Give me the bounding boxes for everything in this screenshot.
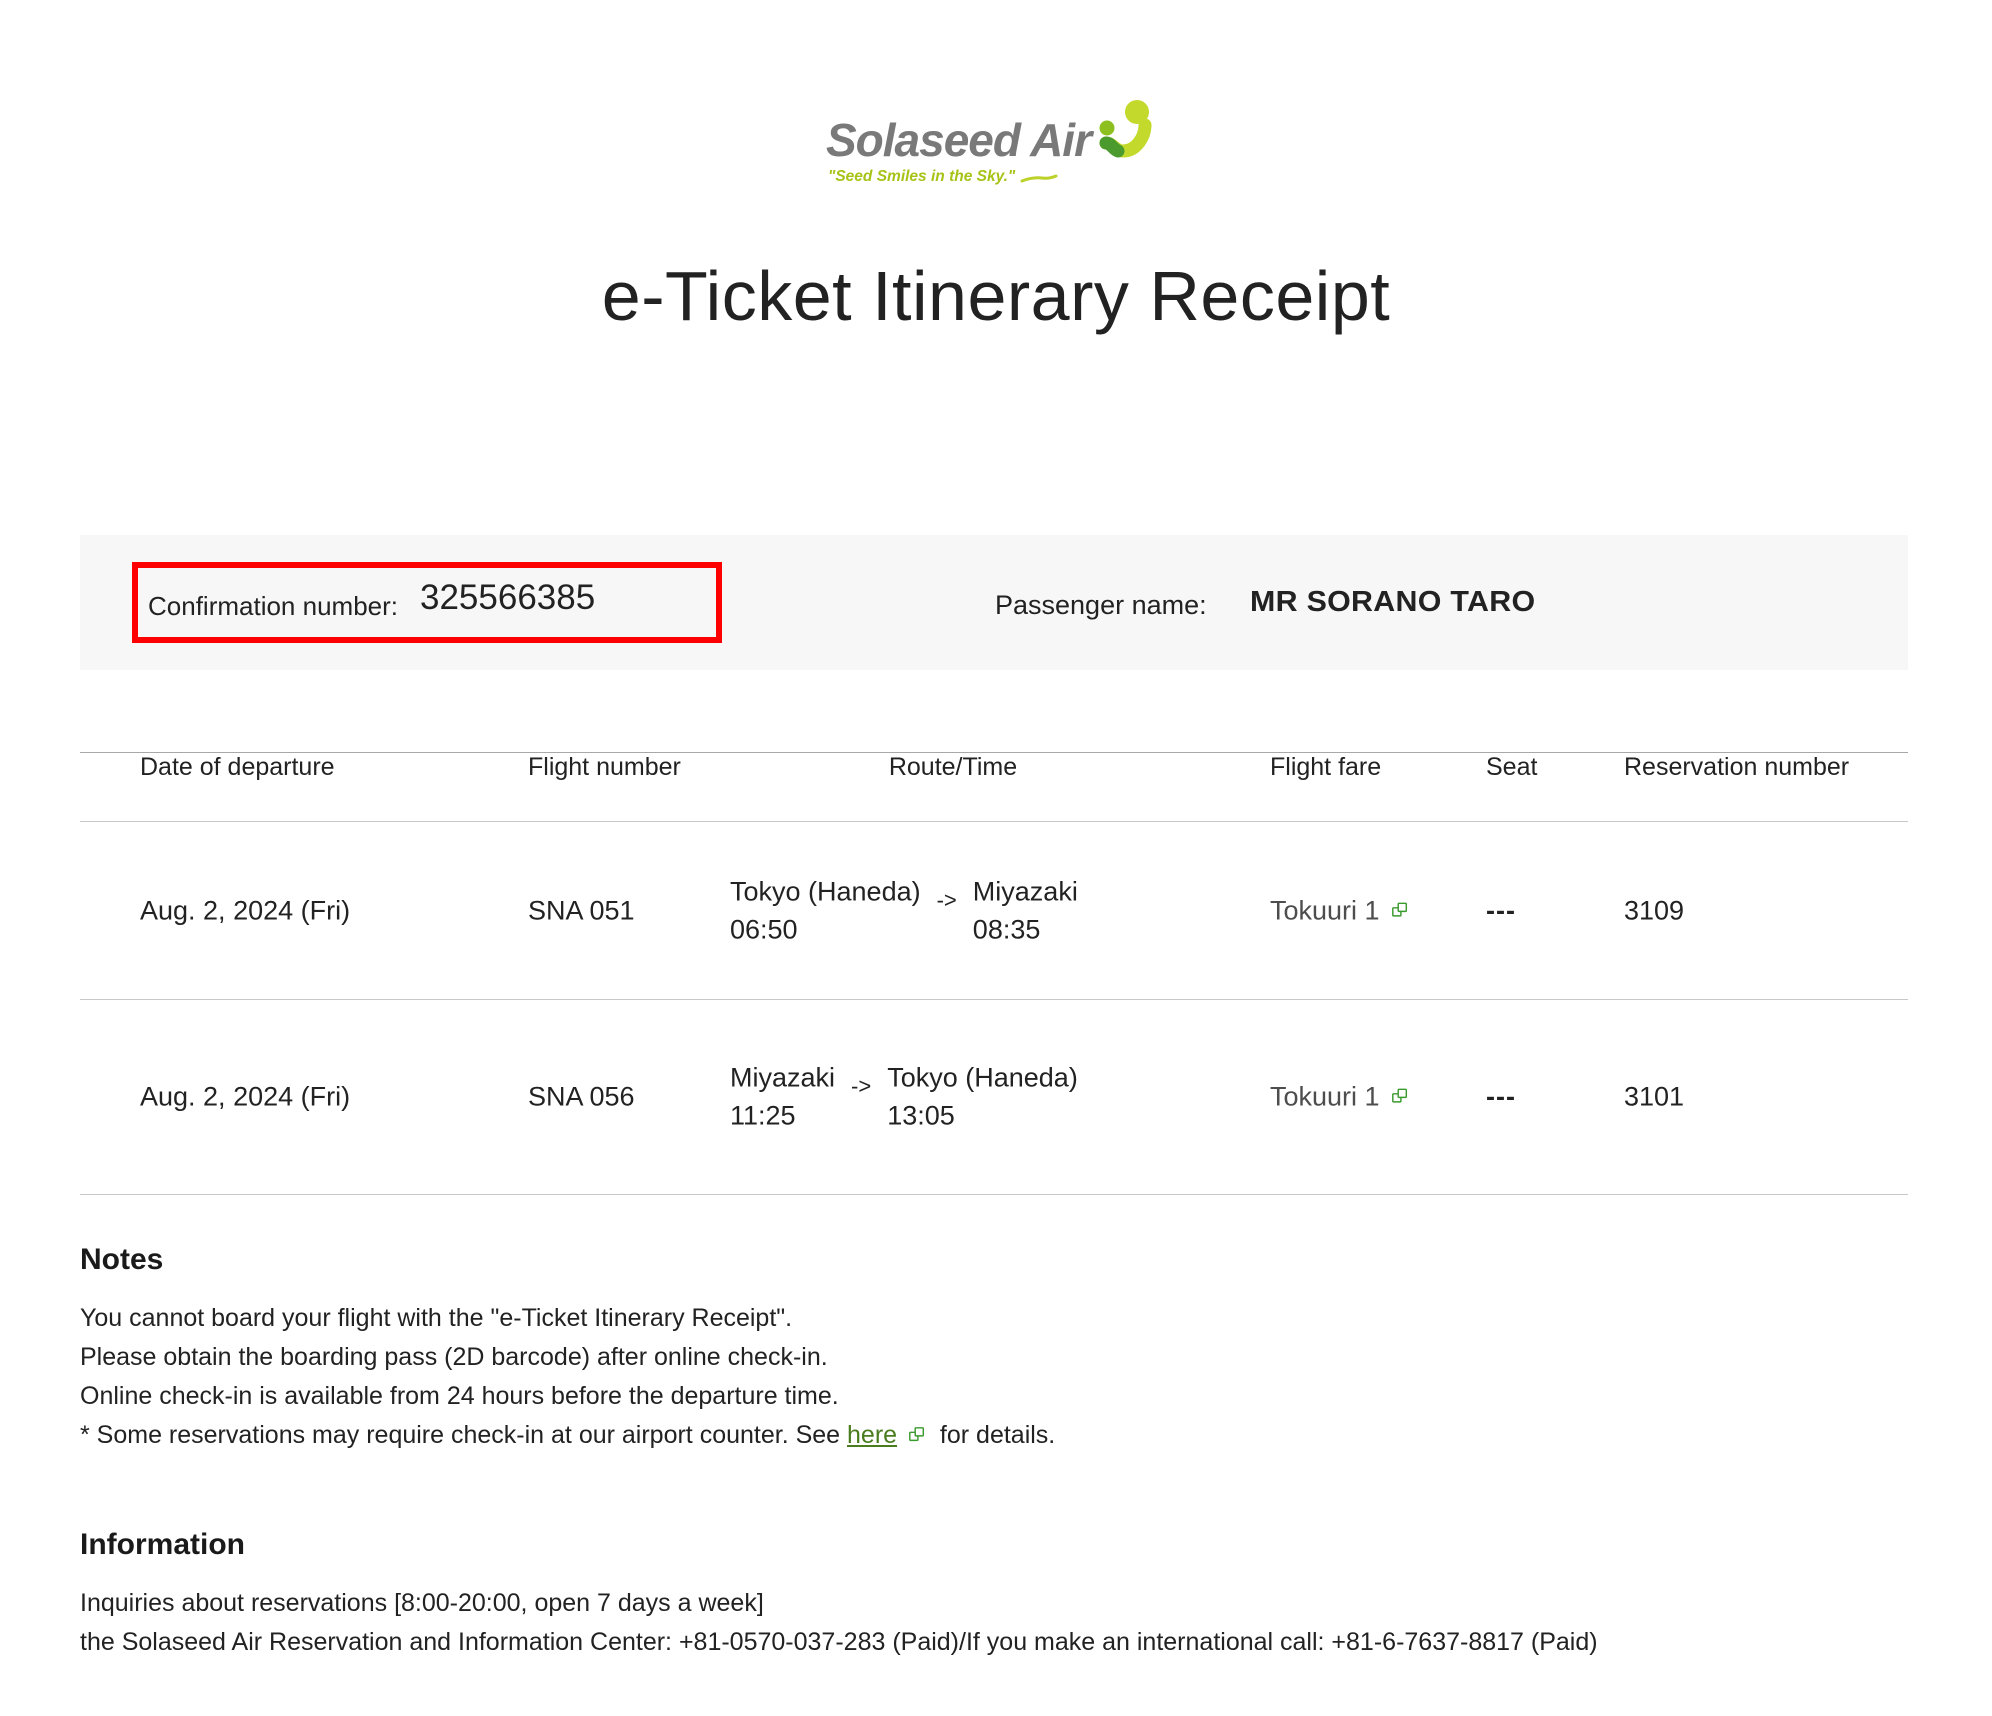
svg-text:Solaseed Air: Solaseed Air [826, 114, 1094, 166]
svg-text:"Seed Smiles in the Sky.": "Seed Smiles in the Sky." [828, 168, 1016, 185]
